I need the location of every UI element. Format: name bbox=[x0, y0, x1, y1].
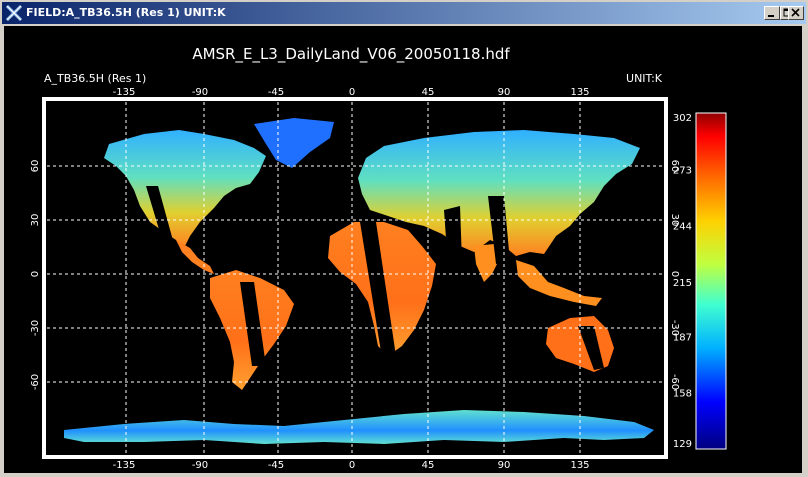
lon-tick-top: 90 bbox=[498, 87, 511, 98]
lat-tick-left: 30 bbox=[30, 214, 41, 227]
colorbar-tick-label: 273 bbox=[673, 165, 692, 176]
lat-tick-left: 0 bbox=[30, 271, 41, 277]
land-data bbox=[64, 118, 654, 444]
lon-ticks-bottom: -135 -90 -45 0 45 90 135 bbox=[113, 460, 590, 471]
lon-tick-bottom: 135 bbox=[570, 460, 589, 471]
lon-tick-bottom: -45 bbox=[268, 460, 284, 471]
unit-label: UNIT:K bbox=[626, 72, 663, 85]
lon-tick-top: 0 bbox=[349, 87, 355, 98]
lat-tick-right: -60 bbox=[669, 374, 680, 390]
lat-tick-right: 0 bbox=[669, 271, 680, 277]
colorbar-tick-label: 129 bbox=[673, 439, 692, 450]
lat-tick-right: -30 bbox=[669, 320, 680, 336]
central-america bbox=[176, 240, 214, 274]
india bbox=[474, 244, 500, 282]
title-bar[interactable]: FIELD:A_TB36.5H (Res 1) UNIT:K bbox=[2, 2, 806, 24]
lon-tick-top: -135 bbox=[113, 87, 136, 98]
lat-tick-left: -60 bbox=[30, 374, 41, 390]
lon-tick-top: 45 bbox=[422, 87, 435, 98]
window-title: FIELD:A_TB36.5H (Res 1) UNIT:K bbox=[26, 6, 226, 19]
minimize-icon bbox=[768, 15, 774, 17]
colorbar-ticks: 302 273 244 215 187 158 129 bbox=[673, 113, 692, 450]
lon-tick-top: -45 bbox=[268, 87, 284, 98]
graticule bbox=[47, 102, 663, 454]
field-label: A_TB36.5H (Res 1) bbox=[44, 72, 146, 85]
colorbar-tick-label: 302 bbox=[673, 113, 692, 124]
lat-ticks-right: 60 30 0 -30 -60 bbox=[669, 160, 680, 391]
plot-title: AMSR_E_L3_DailyLand_V06_20050118.hdf bbox=[192, 45, 510, 64]
colorbar-tick-label: 158 bbox=[673, 389, 692, 400]
close-button[interactable] bbox=[788, 6, 804, 20]
close-icon bbox=[791, 8, 800, 17]
lat-tick-right: 60 bbox=[669, 160, 680, 173]
greenland bbox=[254, 118, 334, 168]
lat-ticks-left: 60 30 0 -30 -60 bbox=[30, 160, 41, 391]
antarctica bbox=[64, 410, 654, 444]
southeast-asia bbox=[516, 260, 602, 306]
colorbar-tick-label: 215 bbox=[673, 278, 692, 289]
lon-tick-top: -90 bbox=[192, 87, 208, 98]
minimize-button[interactable] bbox=[764, 6, 780, 20]
map-frame bbox=[42, 97, 668, 459]
map-plot: AMSR_E_L3_DailyLand_V06_20050118.hdf A_T… bbox=[30, 45, 727, 471]
lat-tick-left: -30 bbox=[30, 320, 41, 336]
colorbar-tick-label: 244 bbox=[673, 222, 692, 233]
lon-tick-top: 135 bbox=[570, 87, 589, 98]
lon-tick-bottom: 0 bbox=[349, 460, 355, 471]
lon-ticks-top: -135 -90 -45 0 45 90 135 bbox=[113, 87, 590, 98]
plot-canvas: AMSR_E_L3_DailyLand_V06_20050118.hdf A_T… bbox=[4, 26, 802, 473]
lon-tick-bottom: -90 bbox=[192, 460, 208, 471]
colorbar-tick-label: 187 bbox=[673, 332, 692, 343]
lat-tick-right: 30 bbox=[669, 214, 680, 227]
lat-tick-left: 60 bbox=[30, 160, 41, 173]
north-america bbox=[104, 130, 266, 248]
lon-tick-bottom: -135 bbox=[113, 460, 136, 471]
idl-x-icon bbox=[6, 5, 22, 21]
colorbar bbox=[695, 112, 727, 450]
lon-tick-bottom: 45 bbox=[422, 460, 435, 471]
lon-tick-bottom: 90 bbox=[498, 460, 511, 471]
